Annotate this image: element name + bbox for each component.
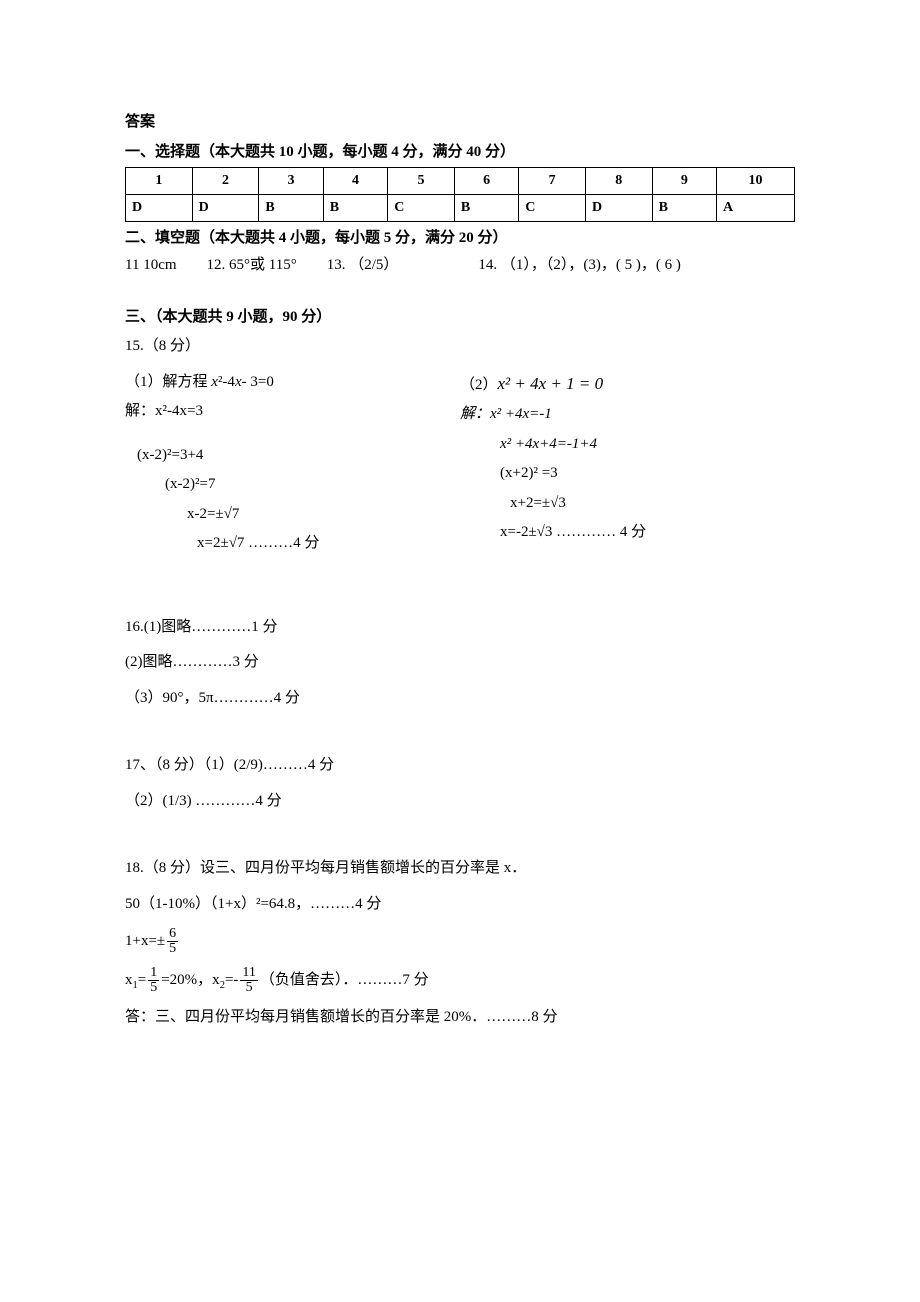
table-row-answers: D D B B C B C D B A (126, 194, 795, 221)
q17-l1: 17、（8 分）（1）(2/9)………4 分 (125, 753, 795, 779)
choice-num: 3 (259, 168, 323, 195)
q15-right-col: （2）x² + 4x + 1 = 0 解：x² +4x=-1 x² +4x+4=… (460, 366, 795, 561)
q18-l4c: =20%，x (161, 972, 219, 988)
choice-ans: B (323, 194, 387, 221)
q15-l2: 解：x²-4x=3 (125, 399, 460, 425)
q18-l1: 18.（8 分）设三、四月份平均每月销售额增长的百分率是 x． (125, 856, 795, 882)
choice-num: 8 (585, 168, 652, 195)
q18-l3: 1+x=±65 (125, 927, 795, 956)
q15-l3: (x-2)²=3+4 (125, 443, 460, 469)
choice-num: 1 (126, 168, 193, 195)
section2-title: 二、填空题（本大题共 4 小题，每小题 5 分，满分 20 分） (125, 226, 795, 252)
choice-ans: B (259, 194, 323, 221)
q15-two-column: （1）解方程 x²-4x- 3=0 解：x²-4x=3 (x-2)²=3+4 (… (125, 366, 795, 561)
q15-l6: x=2±√7 ………4 分 (125, 531, 460, 557)
choice-num: 2 (192, 168, 259, 195)
choice-ans: C (519, 194, 586, 221)
table-row-numbers: 1 2 3 4 5 6 7 8 9 10 (126, 168, 795, 195)
q15-left-col: （1）解方程 x²-4x- 3=0 解：x²-4x=3 (x-2)²=3+4 (… (125, 366, 460, 561)
choice-num: 9 (652, 168, 716, 195)
fill-q12: 12. 65°或 115° (207, 253, 297, 279)
q18-l2: 50（1-10%）（1+x）²=64.8，………4 分 (125, 892, 795, 918)
q15-l1a: （1）解方程 (125, 374, 211, 390)
frac-1-5: 15 (148, 966, 159, 995)
choice-num: 6 (454, 168, 518, 195)
q15-r1b: x² + 4x + 1 = 0 (498, 374, 604, 393)
q18-l4b: = (138, 972, 146, 988)
q16-l2: (2)图略…………3 分 (125, 650, 795, 676)
fill-q14: 14. （1），（2），(3)，( 5 )，( 6 ) (478, 253, 680, 279)
q15-r2: 解：x² +4x=-1 (460, 402, 795, 428)
answers-title: 答案 (125, 110, 795, 136)
choice-num: 5 (388, 168, 455, 195)
choice-ans: D (585, 194, 652, 221)
q15-l1e: - 3=0 (242, 374, 274, 390)
q15-l1d: x (235, 374, 242, 390)
choice-num: 7 (519, 168, 586, 195)
q18-l5: 答：三、四月份平均每月销售额增长的百分率是 20%．………8 分 (125, 1005, 795, 1031)
choice-ans: C (388, 194, 455, 221)
choice-num: 10 (717, 168, 795, 195)
q15-head: 15.（8 分） (125, 334, 795, 360)
choice-ans: B (652, 194, 716, 221)
q16-l1: 16.(1)图略…………1 分 (125, 615, 795, 641)
q18-l3a: 1+x=± (125, 933, 165, 949)
frac-6-5: 65 (167, 927, 178, 956)
fill-q11: 11 10cm (125, 253, 177, 279)
q15-l5: x-2=±√7 (125, 502, 460, 528)
q15-r5: x+2=±√3 (460, 491, 795, 517)
q16-l3: （3）90°，5π…………4 分 (125, 686, 795, 712)
choice-ans: D (192, 194, 259, 221)
q15-r6: x=-2±√3 ………… 4 分 (460, 520, 795, 546)
frac-11-5: 115 (240, 966, 257, 995)
q15-l4: (x-2)²=7 (125, 472, 460, 498)
choice-num: 4 (323, 168, 387, 195)
q15-l1c: ²-4 (218, 374, 235, 390)
q15-l1: （1）解方程 x²-4x- 3=0 (125, 370, 460, 396)
q18-l4a: x (125, 972, 133, 988)
choice-ans: D (126, 194, 193, 221)
q15-r1: （2）x² + 4x + 1 = 0 (460, 370, 795, 399)
page: 答案 一、选择题（本大题共 10 小题，每小题 4 分，满分 40 分） 1 2… (0, 0, 920, 1302)
q15-l1b: x (211, 374, 218, 390)
fill-blank-line: 11 10cm 12. 65°或 115° 13. （2/5） 14. （1），… (125, 253, 795, 279)
choice-ans: B (454, 194, 518, 221)
choice-table: 1 2 3 4 5 6 7 8 9 10 D D B B C B C D B A (125, 167, 795, 222)
q15-r1a: （2） (460, 377, 498, 393)
q18-l4: x1=15=20%，x2=-115（负值舍去）．………7 分 (125, 966, 795, 995)
q17-l2: （2）(1/3) …………4 分 (125, 789, 795, 815)
q18-l4e: （负值舍去）．………7 分 (260, 972, 429, 988)
section1-title: 一、选择题（本大题共 10 小题，每小题 4 分，满分 40 分） (125, 140, 795, 166)
q18-l4d: =- (225, 972, 238, 988)
fill-q13: 13. （2/5） (327, 253, 399, 279)
choice-ans: A (717, 194, 795, 221)
q15-r4: (x+2)² =3 (460, 461, 795, 487)
section3-title: 三、（本大题共 9 小题，90 分） (125, 305, 795, 331)
q15-r3: x² +4x+4=-1+4 (460, 432, 795, 458)
